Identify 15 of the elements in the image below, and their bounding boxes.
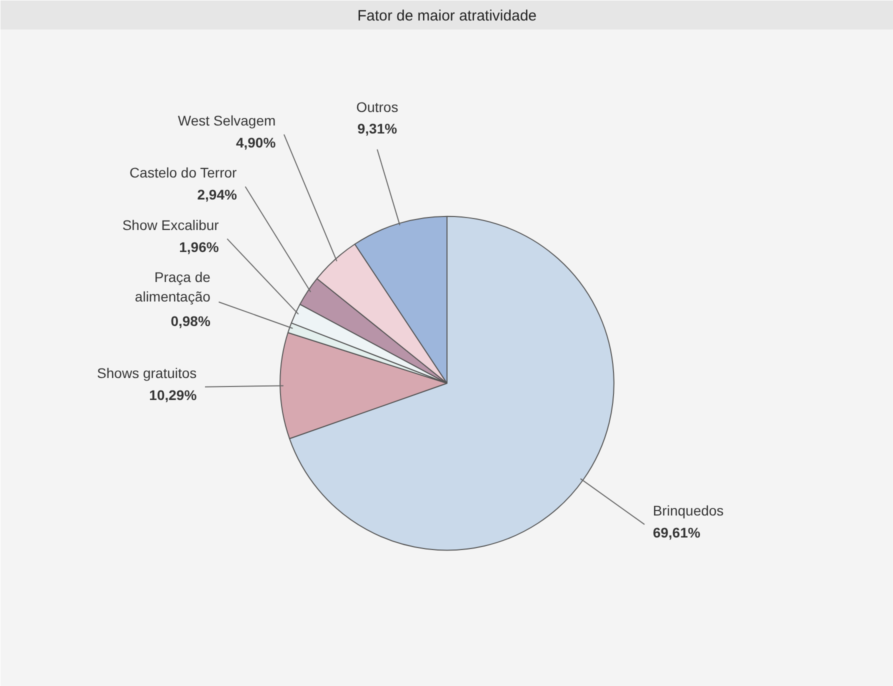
data-label: 4,90%: [236, 134, 276, 150]
slice-label: Outros: [356, 98, 398, 115]
data-label: 9,31%: [357, 120, 398, 137]
slice-label: Brinquedos: [652, 502, 724, 519]
chart-title: Fator de maior atratividade: [357, 8, 537, 24]
slice-label: Castelo do Terror: [130, 164, 238, 181]
slice-label: Shows gratuitos: [97, 365, 197, 382]
data-label: 69,61%: [652, 524, 701, 540]
slice-label: Show Excalibur: [122, 216, 220, 233]
data-label: 0,98%: [170, 312, 211, 329]
slice-label: West Selvagem: [178, 112, 276, 128]
data-label: 1,96%: [179, 238, 220, 255]
slice-label: Praça de alimentação: [134, 269, 211, 304]
data-label: 10,29%: [149, 386, 198, 403]
data-label: 2,94%: [197, 186, 238, 203]
